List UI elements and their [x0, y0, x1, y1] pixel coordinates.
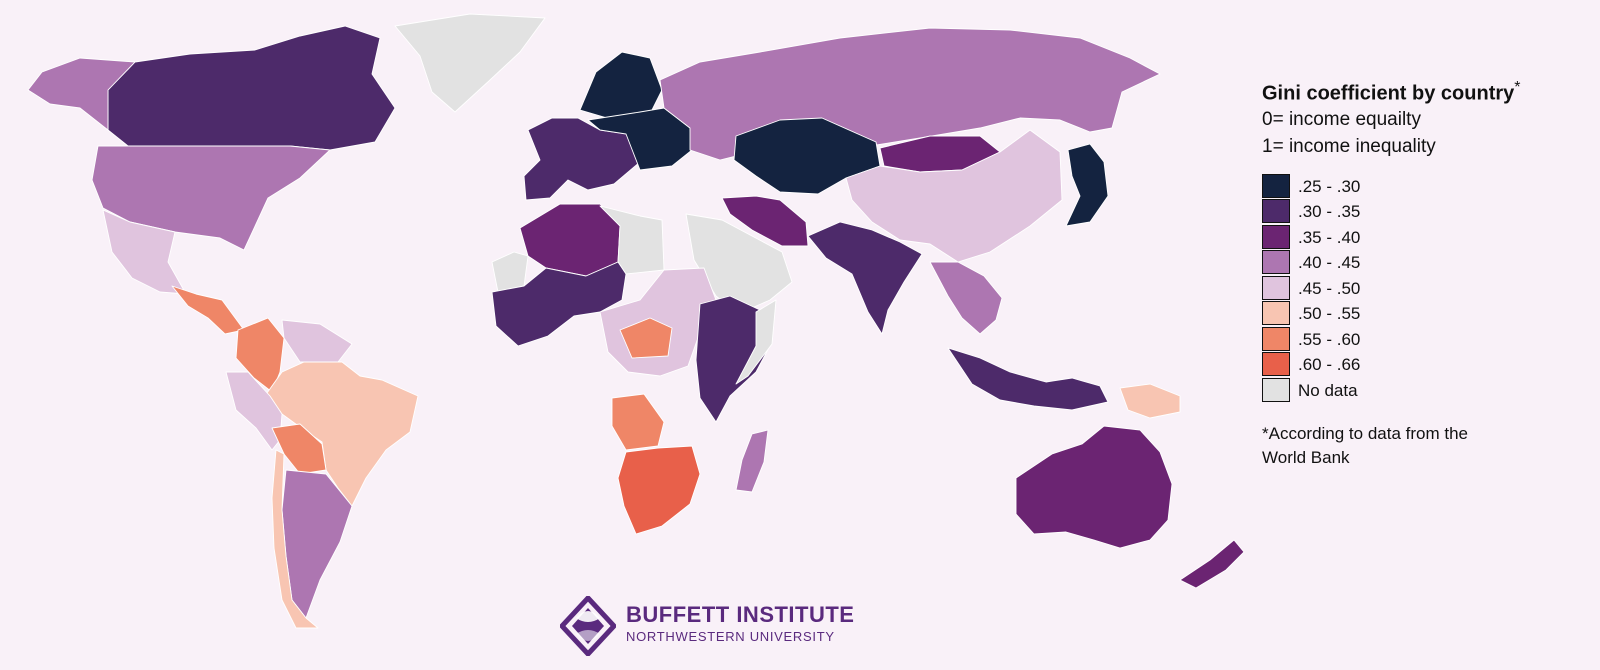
legend-item: .45 - .50 — [1262, 275, 1592, 300]
region-southern-africa — [617, 445, 701, 535]
legend-swatch — [1262, 301, 1290, 326]
region-north-africa — [519, 203, 621, 277]
legend-subtitle-equality: 0= income equailty — [1262, 108, 1421, 130]
legend-swatch — [1262, 352, 1290, 377]
region-western-europe — [523, 117, 641, 201]
region-russia — [659, 27, 1161, 161]
legend-item: .40 - .45 — [1262, 250, 1592, 275]
region-united-states — [91, 145, 331, 251]
region-western-sahara — [491, 251, 529, 293]
region-scandinavia — [579, 51, 663, 121]
region-libya — [599, 205, 665, 275]
buffett-institute-logo: BUFFETT INSTITUTE NORTHWESTERN UNIVERSIT… — [560, 596, 860, 656]
legend-item: .25 - .30 — [1262, 173, 1592, 198]
legend-item: .30 - .35 — [1262, 199, 1592, 224]
region-chile — [271, 449, 319, 629]
region-somalia — [735, 299, 777, 385]
region-alaska — [27, 57, 136, 131]
region-indonesia — [947, 347, 1109, 411]
legend-item: .60 - .66 — [1262, 352, 1592, 377]
region-greenland — [394, 13, 546, 113]
region-west-africa — [491, 261, 627, 347]
region-iran — [721, 195, 809, 247]
legend-label: .55 - .60 — [1298, 329, 1361, 349]
diamond-logo-icon — [560, 596, 616, 656]
legend-item: No data — [1262, 377, 1592, 402]
legend-source-note: *According to data from the World Bank — [1262, 423, 1469, 467]
region-central-america — [171, 285, 245, 335]
region-papua-new-guinea — [1119, 383, 1181, 419]
region-east-africa — [695, 295, 773, 423]
legend-label: .35 - .40 — [1298, 227, 1361, 247]
logo-subtitle: NORTHWESTERN UNIVERSITY — [626, 629, 835, 644]
legend-item: .50 - .55 — [1262, 301, 1592, 326]
legend-label: .30 - .35 — [1298, 202, 1361, 222]
legend-swatch — [1262, 224, 1290, 249]
legend-items: .25 - .30 .30 - .35 .35 - .40 .40 - .45 .45 … — [1262, 173, 1592, 402]
legend-title-asterisk: * — [1514, 79, 1521, 96]
legend-swatch — [1262, 326, 1290, 351]
region-australia — [1015, 425, 1173, 549]
legend-label: .40 - .45 — [1298, 253, 1361, 273]
region-angola — [611, 393, 665, 451]
region-venezuela — [281, 319, 353, 363]
region-eastern-europe — [587, 107, 693, 171]
legend-title: Gini coefficient by country* — [1262, 76, 1592, 106]
legend-swatch — [1262, 173, 1290, 198]
legend-subtitle-inequality: 1= income inequality — [1262, 135, 1436, 157]
legend-label: .60 - .66 — [1298, 355, 1361, 375]
legend: Gini coefficient by country* 0= income e… — [1262, 76, 1592, 470]
legend-swatch — [1262, 250, 1290, 275]
region-china — [845, 129, 1063, 263]
region-central-african-republic — [619, 317, 673, 359]
region-canada — [107, 25, 396, 151]
legend-swatch — [1262, 275, 1290, 300]
region-new-zealand — [1179, 539, 1245, 589]
legend-label: .50 - .55 — [1298, 304, 1361, 324]
region-southeast-asia — [929, 261, 1003, 335]
legend-label: .45 - .50 — [1298, 278, 1361, 298]
logo-name: BUFFETT INSTITUTE — [626, 602, 855, 627]
legend-title-text: Gini coefficient by country — [1262, 82, 1515, 105]
legend-swatch — [1262, 377, 1290, 402]
legend-label: .25 - .30 — [1298, 176, 1361, 196]
region-india — [807, 221, 923, 335]
region-japan — [1065, 143, 1109, 227]
legend-label: No data — [1298, 380, 1358, 400]
legend-swatch — [1262, 199, 1290, 224]
legend-item: .35 - .40 — [1262, 224, 1592, 249]
region-madagascar — [735, 429, 769, 493]
legend-item: .55 - .60 — [1262, 326, 1592, 351]
